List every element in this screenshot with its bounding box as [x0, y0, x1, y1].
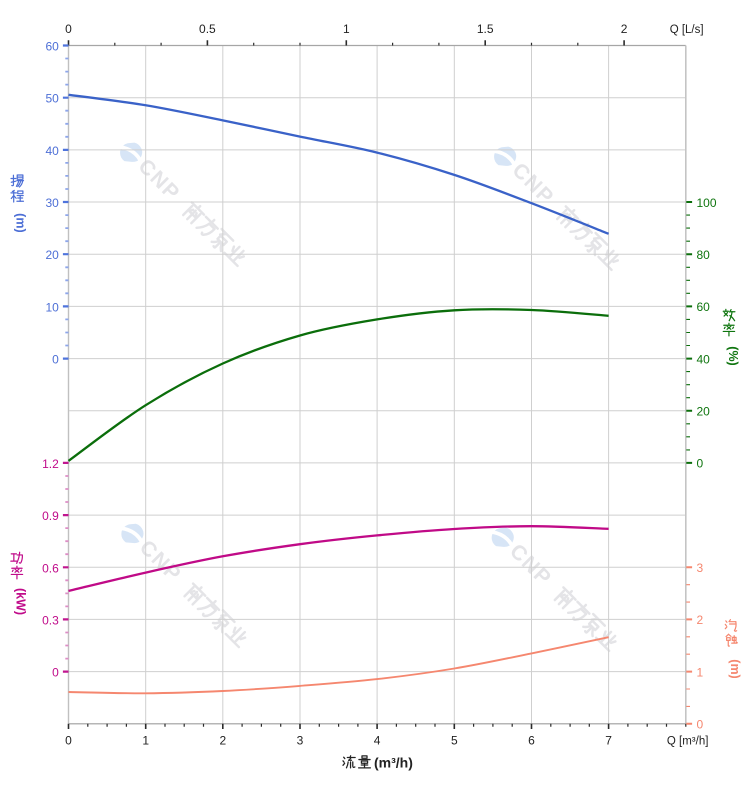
svg-text:0: 0 [65, 734, 72, 748]
svg-text:3: 3 [297, 734, 304, 748]
svg-text:1.2: 1.2 [42, 457, 59, 471]
svg-text:1.5: 1.5 [477, 22, 494, 36]
svg-text:60: 60 [697, 300, 711, 314]
svg-text:0.5: 0.5 [199, 22, 216, 36]
svg-text:2: 2 [621, 22, 628, 36]
svg-text:5: 5 [451, 734, 458, 748]
svg-text:40: 40 [45, 144, 59, 158]
svg-text:0: 0 [65, 22, 72, 36]
svg-text:0: 0 [52, 666, 59, 680]
svg-text:30: 30 [45, 196, 59, 210]
svg-text:Q [L/s]: Q [L/s] [670, 24, 704, 36]
svg-text:1: 1 [142, 734, 149, 748]
svg-text:0: 0 [697, 718, 704, 732]
svg-text:20: 20 [45, 248, 59, 262]
svg-text:0: 0 [52, 353, 59, 367]
svg-text:(%): (%) [726, 346, 740, 365]
svg-text:0.9: 0.9 [42, 509, 59, 523]
svg-text:0: 0 [697, 457, 704, 471]
svg-text:7: 7 [605, 734, 612, 748]
svg-text:4: 4 [374, 734, 381, 748]
svg-text:(m): (m) [728, 659, 742, 678]
svg-text:60: 60 [45, 40, 59, 54]
svg-text:40: 40 [697, 352, 711, 366]
svg-text:6: 6 [528, 734, 535, 748]
svg-text:(m): (m) [14, 213, 28, 232]
svg-text:50: 50 [45, 92, 59, 106]
svg-text:1: 1 [343, 22, 350, 36]
svg-text:80: 80 [697, 248, 711, 262]
svg-text:Q [m³/h]: Q [m³/h] [667, 736, 709, 748]
svg-text:1: 1 [697, 665, 704, 679]
svg-text:0.3: 0.3 [42, 613, 59, 627]
svg-text:2: 2 [697, 613, 704, 627]
svg-text:20: 20 [697, 405, 711, 419]
svg-text:2: 2 [219, 734, 226, 748]
svg-text:(kW): (kW) [14, 588, 28, 615]
svg-text:3: 3 [697, 561, 704, 575]
svg-text:(m³/h): (m³/h) [374, 755, 413, 771]
svg-text:100: 100 [697, 196, 717, 210]
svg-text:0.6: 0.6 [42, 561, 59, 575]
svg-text:10: 10 [45, 300, 59, 314]
